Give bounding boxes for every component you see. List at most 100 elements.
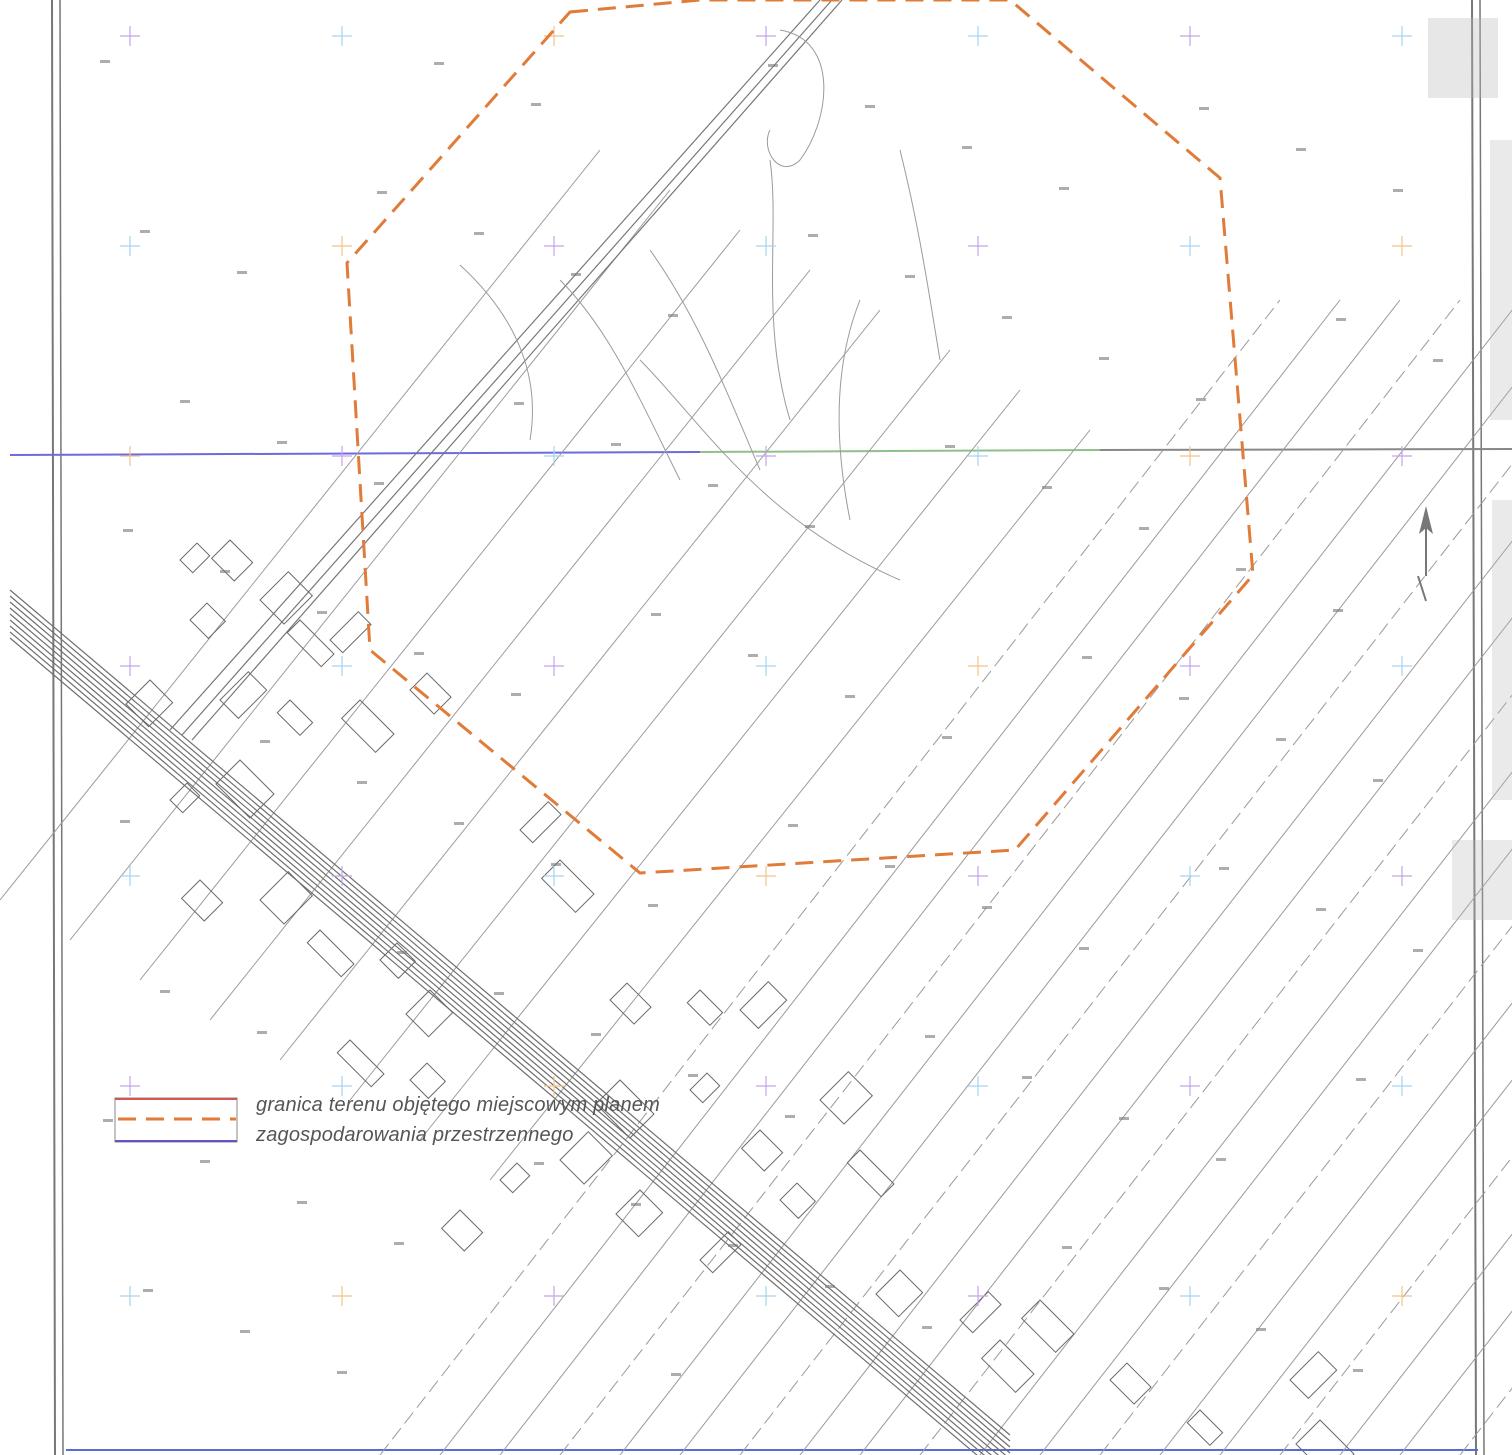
grid-cross [1180,1286,1200,1306]
parcel-line [419,389,1021,1141]
grid-cross [332,656,352,676]
annotation-tick [591,1033,601,1036]
parcel-line [1099,925,1512,1455]
annotation-tick [257,1031,267,1034]
buildings [125,539,1355,1455]
building [595,1079,655,1139]
grid-cross [968,1076,988,1096]
annotation-tick [962,146,972,149]
parcel-line [349,349,951,1101]
annotation-tick [1256,1328,1266,1331]
annotation-tick [237,271,247,274]
annotation-tick [1062,1246,1072,1249]
parcel-line [379,299,1281,1455]
building [440,1209,484,1252]
annotation-tick [942,736,952,739]
annotation-tick [1216,1158,1226,1161]
grid-cross [1392,446,1412,466]
building [169,782,201,814]
grid-crosses [120,26,1412,1306]
annotation-tick [945,445,955,448]
grid-cross [120,866,140,886]
parcel-line [69,189,671,941]
building [180,879,224,922]
grid-cross [968,26,988,46]
upper-road [169,0,843,741]
annotation-tick [180,400,190,403]
annotation-tick [511,693,521,696]
grid-cross [544,1076,564,1096]
parcel-line [439,299,1341,1455]
building [739,981,788,1030]
building [210,539,254,582]
annotation-tick [397,951,407,954]
parcel-line [1159,1002,1512,1455]
sheet-frame [51,0,1485,1455]
annotation-tick [260,740,270,743]
building [329,611,372,654]
annotation-tick [768,64,778,67]
annotation-tick [240,1330,250,1333]
grid-cross [1392,866,1412,886]
annotation-tick [374,482,384,485]
grid-cross [332,1286,352,1306]
annotation-tick [1079,947,1089,950]
parcel-line [739,463,1512,1455]
parcel-line [489,429,1091,1181]
grid-cross [544,656,564,676]
annotation-tick [1219,867,1229,870]
parcel-line [919,694,1512,1455]
parcel-line [799,540,1512,1455]
annotation-tick [1179,697,1189,700]
parcel-line [1219,1079,1512,1455]
grid-cross [544,1286,564,1306]
building [125,679,174,728]
parcel-line [679,386,1512,1455]
annotation-tick [1082,656,1092,659]
building [689,1072,721,1104]
grid-cross [544,446,564,466]
annotation-tick [277,441,287,444]
building [219,671,268,720]
annotation-tick [160,990,170,993]
grid-cross [968,1286,988,1306]
road-line [9,625,992,1455]
annotation-tick [1196,398,1206,401]
annotation-tick [1159,1287,1169,1290]
grid-cross [120,236,140,256]
building [875,1269,924,1318]
annotation-tick [1433,359,1443,362]
building [1186,1409,1224,1447]
road-line [9,607,1011,1454]
building [1289,1351,1338,1400]
building [405,989,454,1038]
annotation-tick [474,232,484,235]
annotation-tick [1356,1078,1366,1081]
plan-boundary [345,0,1255,875]
grid-cross [544,866,564,886]
grid-cross [756,446,776,466]
annotation-tick [885,865,895,868]
parcel-line [139,229,741,981]
annotation-tick [825,1285,835,1288]
grid-cross [120,446,140,466]
building [959,1291,1002,1334]
building [980,1339,1035,1394]
building [259,871,314,925]
building [740,1129,784,1172]
legend-line-2: zagospodarowania przestrzennego [256,1124,574,1146]
annotation-tick [845,695,855,698]
grid-cross [1180,446,1200,466]
grid-cross [1392,656,1412,676]
building [540,859,595,914]
building [286,619,335,668]
parcel-line [559,299,1461,1455]
annotation-tick [925,1035,935,1038]
grid-cross [332,26,352,46]
building [259,571,314,625]
grid-cross [968,656,988,676]
terrain-curves [459,29,941,581]
building [699,1231,742,1274]
road-corridor [9,589,1011,1455]
